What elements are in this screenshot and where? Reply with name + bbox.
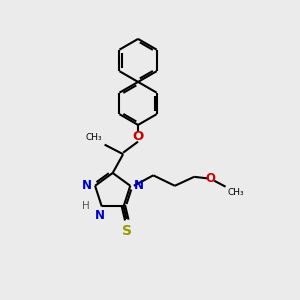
- Text: S: S: [122, 224, 131, 239]
- Text: N: N: [82, 179, 92, 192]
- Text: O: O: [206, 172, 216, 185]
- Text: N: N: [134, 179, 144, 192]
- Text: CH₃: CH₃: [85, 133, 102, 142]
- Text: N: N: [95, 209, 105, 223]
- Text: CH₃: CH₃: [228, 188, 244, 197]
- Text: H: H: [82, 202, 90, 212]
- Text: O: O: [132, 130, 144, 143]
